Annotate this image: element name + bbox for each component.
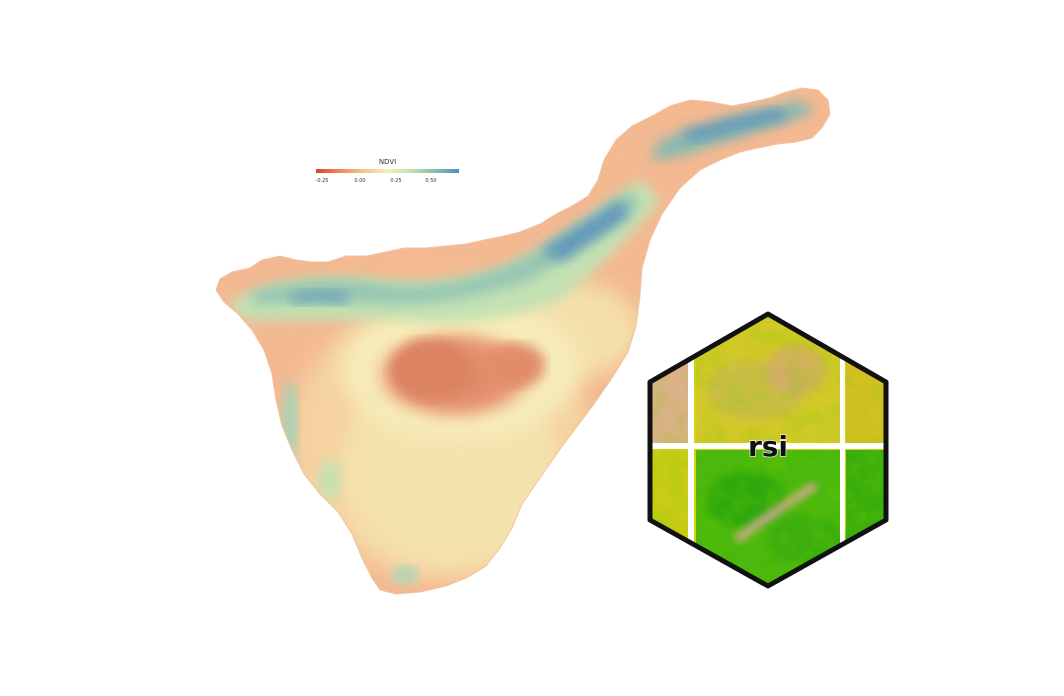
legend-tick: 0.00	[354, 178, 366, 184]
legend-tick: 0.25	[390, 178, 402, 184]
legend-tick: -0.25	[315, 178, 329, 184]
hex-border	[647, 311, 889, 589]
legend-title: NDVI	[378, 158, 397, 166]
ndvi-legend: NDVI -0.25 0.00 0.25 0.50	[310, 152, 465, 192]
legend-color-bar	[316, 169, 459, 173]
hex-logo-text: rsi	[748, 430, 788, 463]
legend-tick: 0.50	[425, 178, 437, 184]
rsi-hex-logo: rsi	[647, 311, 889, 589]
